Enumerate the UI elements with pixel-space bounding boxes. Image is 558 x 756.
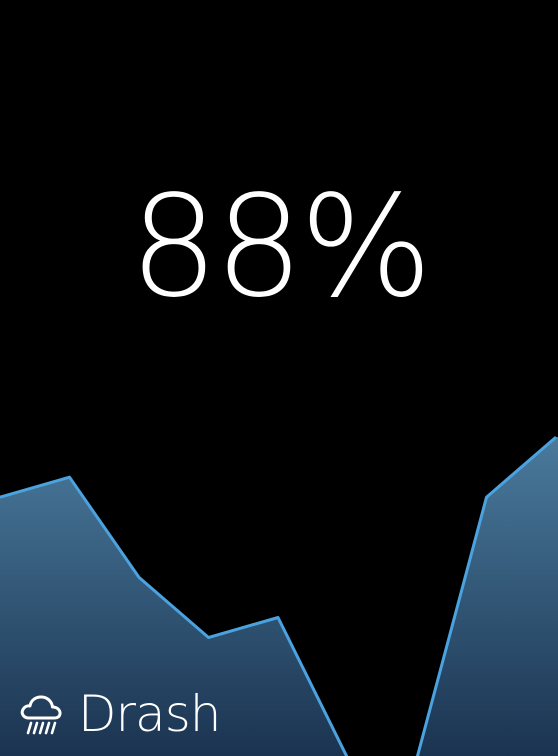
rain-cloud-icon [20,695,62,735]
series-line [0,435,557,756]
humidity-value: 88% [129,166,432,329]
app-brand: Drash [18,682,221,746]
area-fill [0,437,558,756]
app-name: Drash [78,685,221,743]
